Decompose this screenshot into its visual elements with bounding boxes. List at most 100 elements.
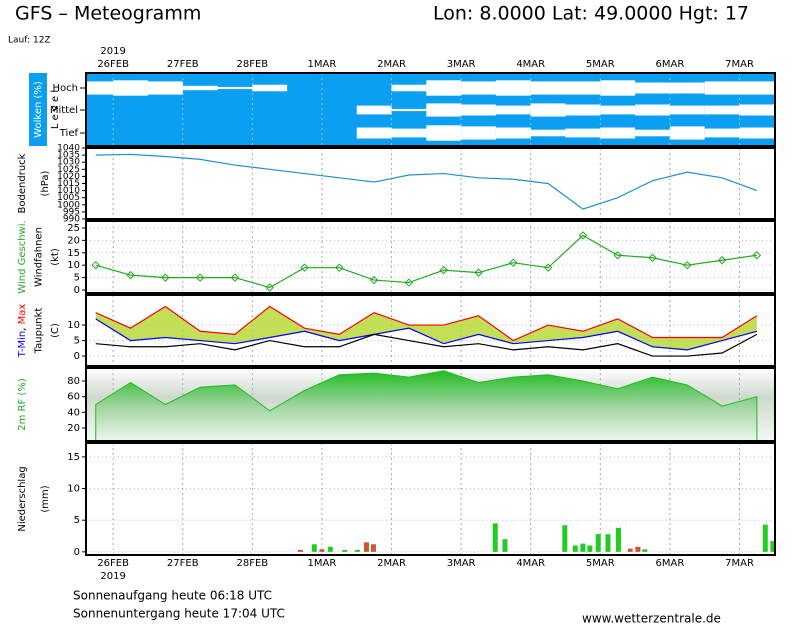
y-tick-label: 0: [74, 547, 80, 558]
bar: [762, 524, 768, 552]
bar: [502, 539, 508, 552]
y-tick-label: 1010: [57, 186, 80, 196]
cloud-band: [356, 127, 392, 139]
y-axis-label-part: Wolken (%): [33, 81, 44, 138]
x-tick-label: 6MAR: [656, 558, 685, 569]
y-tick-label: 15: [67, 452, 80, 463]
cloud-band: [600, 105, 636, 115]
cloud-band: [147, 81, 183, 95]
cloud-band: [669, 105, 705, 115]
marker: [369, 275, 379, 285]
cloud-band: [635, 129, 670, 137]
marker: [439, 265, 448, 275]
level-label: Hoch: [53, 83, 78, 94]
marker: [265, 283, 274, 292]
marker: [578, 231, 588, 240]
cloud-band: [426, 103, 462, 117]
bar: [635, 546, 641, 552]
y-axis-label: Niederschlag: [17, 466, 28, 531]
y-tick-label: 5: [74, 515, 80, 526]
cloud-band: [635, 104, 670, 116]
y-tick-label: 995: [63, 207, 80, 217]
marker: [126, 270, 135, 280]
x-tick-label: 28FEB: [237, 59, 269, 70]
cloud-band: [113, 80, 148, 96]
y-axis-label-part: Max: [17, 304, 28, 325]
y-tick-label: 5: [74, 336, 80, 347]
marker: [230, 273, 240, 282]
bar: [354, 549, 360, 552]
year-label: 2019: [100, 46, 125, 57]
y-axis-label: (hPa): [40, 170, 51, 196]
y-axis-label-part: T-Min: [17, 331, 28, 359]
level-label: Mittel: [50, 105, 78, 116]
y-axis-label: L e v e l: [50, 90, 61, 129]
y-axis-label-part: 2m RF (%): [17, 378, 28, 431]
cloud-band: [635, 82, 670, 94]
location: Lon: 8.0000 Lat: 49.0000 Hgt: 17: [433, 3, 749, 25]
sunrise: Sonnenaufgang heute 06:18 UTC: [73, 589, 272, 603]
cloud-band: [461, 81, 496, 95]
bar: [342, 549, 348, 552]
cloud-band: [704, 81, 740, 95]
y-axis-label: Bodendruck: [17, 153, 28, 213]
cloud-band: [704, 105, 740, 115]
x-tick-label: 26FEB: [97, 59, 129, 70]
cloud-band: [600, 127, 636, 139]
data-line: [95, 318, 758, 351]
y-tick-label: 990: [63, 215, 80, 225]
y-tick-label: 1020: [57, 172, 80, 182]
marker: [300, 263, 309, 272]
bar: [562, 525, 568, 552]
cloud-band: [495, 80, 531, 96]
y-tick-label: 60: [67, 392, 80, 403]
x-tick-label: 2MAR: [377, 59, 406, 70]
x-tick-label: 3MAR: [447, 558, 476, 569]
y-axis-label: 2m RF (%): [17, 378, 28, 431]
cloud-band: [252, 84, 288, 92]
marker: [509, 258, 518, 267]
x-tick-label: 4MAR: [516, 558, 545, 569]
bar: [642, 549, 648, 552]
cloud-band: [739, 104, 775, 116]
y-tick-label: 1035: [57, 151, 80, 161]
marker: [335, 263, 344, 272]
cloud-band: [461, 126, 496, 140]
marker: [613, 251, 622, 260]
y-tick-label: 1005: [57, 193, 80, 203]
x-tick-label: 1MAR: [308, 558, 337, 569]
cloud-band: [704, 128, 740, 138]
y-axis-label-part: (mm): [40, 485, 51, 512]
cloud-band: [530, 103, 566, 117]
y-axis-label-part: Bodendruck: [17, 153, 28, 213]
x-tick-label: 28FEB: [237, 558, 269, 569]
x-tick-label: 27FEB: [167, 558, 199, 569]
marker: [91, 260, 100, 270]
bar: [627, 548, 633, 552]
cloud-band: [600, 80, 636, 96]
bar: [297, 549, 303, 552]
cloud-band: [495, 127, 531, 139]
cloud-band: [461, 104, 496, 116]
bar: [311, 544, 317, 552]
y-tick-label: 1040: [57, 144, 80, 154]
y-axis-label: Windfahnen: [34, 227, 45, 287]
marker: [752, 251, 762, 260]
panel-frame: [85, 367, 776, 442]
cloud-band: [669, 82, 705, 94]
marker: [648, 253, 657, 262]
bar: [572, 545, 578, 552]
y-axis-label: (kt): [50, 248, 61, 266]
panel-frame: [85, 147, 776, 220]
run: Lauf: 12Z: [8, 36, 51, 46]
y-axis-label-part: ,: [17, 324, 28, 330]
y-axis-label: Wind Geschwi.: [17, 220, 28, 293]
cloud-band: [565, 128, 601, 138]
y-tick-label: 40: [67, 407, 80, 418]
label-box: [29, 73, 47, 146]
y-axis-label: (mm): [40, 485, 51, 512]
cloud-band: [669, 126, 705, 140]
bar: [770, 541, 776, 552]
cloud-band: [391, 108, 427, 112]
marker: [474, 268, 483, 277]
